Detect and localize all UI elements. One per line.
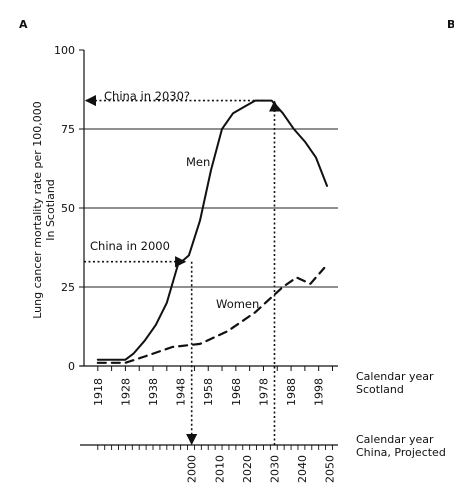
y-tick-label-75: 75 — [61, 123, 75, 136]
y-tick-label-100: 100 — [54, 44, 75, 57]
x-tick-label-china-2020: 2020 — [241, 455, 254, 483]
panel-label-a: A — [19, 18, 28, 31]
x-tick-label-scotland-1978: 1978 — [257, 378, 270, 406]
panel-label-b: B — [447, 18, 454, 31]
annotation-china-2000: China in 2000 — [90, 239, 170, 253]
y-tick-label-25: 25 — [61, 281, 75, 294]
x-tick-label-china-2000: 2000 — [186, 455, 199, 483]
x-tick-label-china-2050: 2050 — [324, 455, 337, 483]
x-tick-label-china-2030: 2030 — [269, 455, 282, 483]
x-axis-label-scotland-1: Calendar year — [356, 370, 434, 383]
x-tick-label-china-2040: 2040 — [296, 455, 309, 483]
x-tick-label-scotland-1988: 1988 — [285, 378, 298, 406]
x-tick-label-scotland-1958: 1958 — [202, 378, 215, 406]
series-label-men: Men — [186, 155, 210, 169]
y-axis-label: Lung cancer mortality rate per 100,000In… — [31, 101, 57, 319]
series-line-men — [96, 99, 328, 361]
x-tick-label-scotland-1998: 1998 — [313, 378, 326, 406]
x-tick-label-china-2010: 2010 — [213, 455, 226, 483]
x-axis-label-china-1: Calendar year — [356, 433, 434, 446]
series-label-women: Women — [216, 297, 259, 311]
x-tick-label-scotland-1968: 1968 — [230, 378, 243, 406]
series-line-women — [96, 266, 326, 364]
x-tick-label-scotland-1918: 1918 — [92, 378, 105, 406]
x-axis-label-scotland-2: Scotland — [356, 383, 404, 396]
x-tick-label-scotland-1948: 1948 — [175, 378, 188, 406]
x-tick-label-scotland-1938: 1938 — [147, 378, 160, 406]
y-axis-label-line-2: In Scotland — [44, 179, 57, 241]
y-tick-label-0: 0 — [68, 360, 75, 373]
y-tick-label-50: 50 — [61, 202, 75, 215]
x-tick-label-scotland-1928: 1928 — [119, 378, 132, 406]
y-axis-label-line-1: Lung cancer mortality rate per 100,000 — [31, 101, 44, 319]
annotation-china-2030: China in 2030? — [104, 89, 190, 103]
x-axis-label-china-2: China, Projected — [356, 446, 446, 459]
